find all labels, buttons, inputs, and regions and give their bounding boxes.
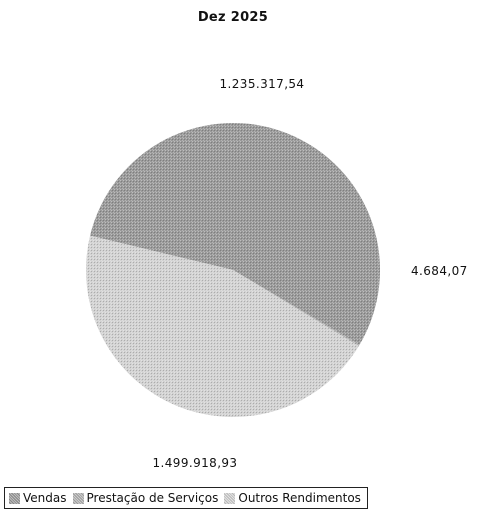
legend-item-prestacao: Prestação de Serviços bbox=[72, 491, 219, 505]
legend-label-prestacao: Prestação de Serviços bbox=[86, 491, 219, 505]
chart-title: Dez 2025 bbox=[197, 10, 269, 25]
legend: Vendas Prestação de Serviços Outros Rend… bbox=[4, 487, 368, 509]
legend-item-outros: Outros Rendimentos bbox=[224, 491, 361, 505]
legend-label-outros: Outros Rendimentos bbox=[238, 491, 361, 505]
legend-swatch-vendas bbox=[9, 492, 20, 504]
slice-prestacao-de-servicos bbox=[233, 270, 360, 347]
slice-outros-rendimentos bbox=[85, 235, 359, 418]
legend-label-vendas: Vendas bbox=[23, 491, 67, 505]
slice-vendas bbox=[90, 122, 380, 345]
legend-item-vendas: Vendas bbox=[9, 491, 67, 505]
legend-swatch-outros bbox=[224, 492, 236, 504]
legend-swatch-prestacao bbox=[72, 492, 84, 504]
pie-chart: 1.499.918,93 4.684,07 1.235.317,54 bbox=[85, 77, 468, 470]
slice-label-vendas: 1.499.918,93 bbox=[153, 456, 238, 470]
slice-label-prestacao-de-servicos: 4.684,07 bbox=[411, 264, 468, 278]
slice-label-outros-rendimentos: 1.235.317,54 bbox=[220, 77, 305, 91]
